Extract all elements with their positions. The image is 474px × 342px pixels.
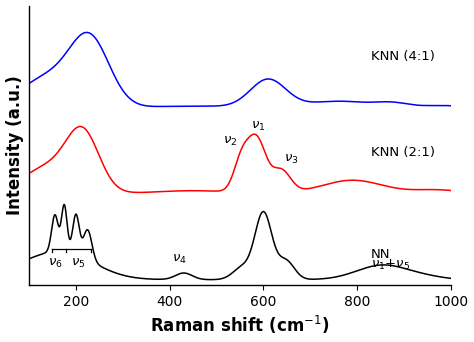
Text: $\nu_1$: $\nu_1$ (251, 120, 265, 133)
Text: KNN (2:1): KNN (2:1) (371, 146, 435, 159)
Text: $\nu_3$: $\nu_3$ (283, 153, 298, 167)
Y-axis label: Intensity (a.u.): Intensity (a.u.) (6, 76, 24, 215)
Text: $\nu_1$+$\nu_5$: $\nu_1$+$\nu_5$ (371, 258, 410, 272)
Text: $\nu_6$: $\nu_6$ (48, 258, 63, 271)
Text: $\nu_4$: $\nu_4$ (172, 253, 186, 266)
Text: $\nu_2$: $\nu_2$ (223, 135, 237, 148)
Text: KNN (4:1): KNN (4:1) (371, 50, 435, 63)
X-axis label: Raman shift (cm$^{-1}$): Raman shift (cm$^{-1}$) (150, 314, 329, 337)
Text: $\nu_5$: $\nu_5$ (71, 258, 85, 271)
Text: NN: NN (371, 248, 391, 261)
